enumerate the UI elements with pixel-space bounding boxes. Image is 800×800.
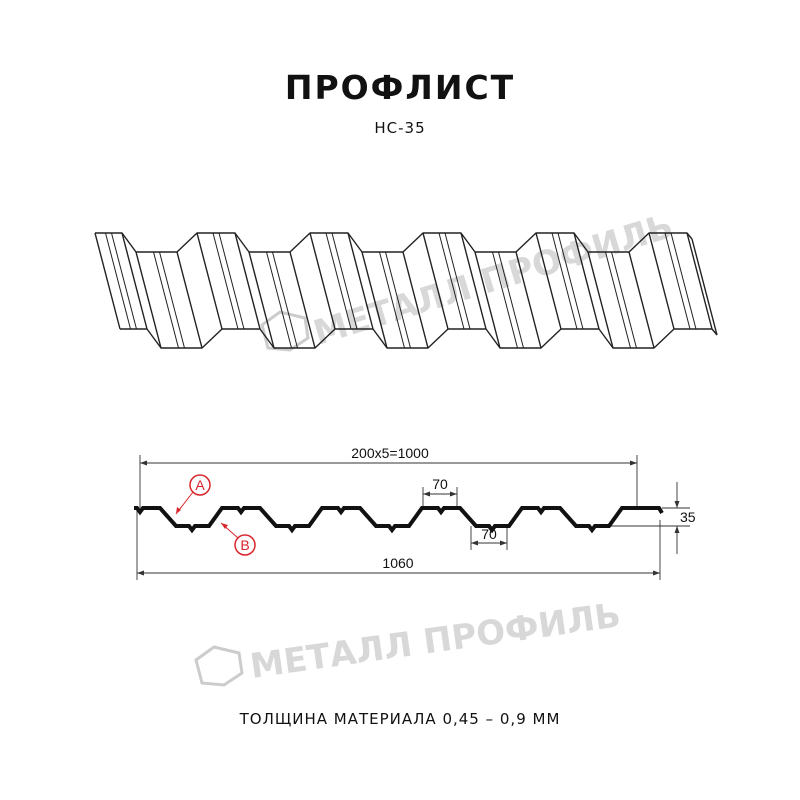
- sheet-stiffener-rib: [111, 232, 137, 330]
- sheet-stiffener-rib: [266, 251, 292, 349]
- sheet-stiffener-rib: [557, 232, 584, 330]
- sheet-fold-line: [347, 232, 374, 330]
- sheet-stiffener-rib: [498, 251, 524, 349]
- sheet-fold-line: [460, 232, 487, 330]
- sheet-stiffener-rib: [605, 251, 631, 349]
- callout-b: B: [220, 522, 256, 556]
- sheet-stiffener-rib: [325, 232, 352, 330]
- pitch-dimension-label: 200x5=1000: [351, 445, 429, 461]
- watermark-text: МЕТАЛЛ ПРОФИЛЬ: [309, 206, 678, 353]
- watermark-logo: МЕТАЛЛ ПРОФИЛЬ: [260, 206, 678, 354]
- arrowheads: [137, 460, 680, 576]
- sheet-fold-line: [361, 251, 388, 349]
- sheet-stiffener-rib: [492, 251, 518, 349]
- sheet-fold-line: [289, 251, 316, 349]
- sheet-fold-line: [248, 251, 275, 349]
- sheet-stiffener-rib: [385, 251, 411, 349]
- material-thickness-note: ТОЛЩИНА МАТЕРИАЛА 0,45 – 0,9 ММ: [239, 710, 561, 728]
- sheet-bottom-edge: [120, 328, 718, 349]
- sheet-fold-line: [176, 251, 203, 349]
- sheet-fold-line: [515, 251, 542, 349]
- sheet-stiffener-rib: [331, 232, 358, 330]
- sheet-fold-line: [686, 232, 713, 330]
- dimension-lines: [136, 455, 690, 580]
- model-subtitle: НС-35: [374, 119, 426, 137]
- sheet-fold-line: [94, 232, 121, 330]
- sheet-stiffener-rib: [438, 232, 465, 330]
- sheet-fold-line: [234, 232, 261, 330]
- sheet-fold-line: [402, 251, 429, 349]
- total-width-dimension-label: 1060: [382, 555, 413, 571]
- sheet-fold-line: [309, 232, 336, 330]
- sheet-stiffener-rib: [551, 232, 578, 330]
- sheet-fold-line: [691, 238, 718, 336]
- watermark-text-2: МЕТАЛЛ ПРОФИЛЬ: [248, 595, 623, 687]
- top-flat-dimension-label: 70: [432, 476, 448, 492]
- sheet-fold-line: [587, 251, 614, 349]
- sheet-stiffener-rib: [105, 232, 131, 330]
- page-title: ПРОФЛИСТ: [284, 68, 516, 107]
- sheet-fold-line: [628, 251, 655, 349]
- profile-cross-section: [134, 506, 664, 534]
- watermark-logo-2: МЕТАЛЛ ПРОФИЛЬ: [194, 595, 623, 687]
- sheet-stiffener-rib: [153, 251, 179, 349]
- sheet-fold-line: [135, 251, 162, 349]
- sheet-stiffener-rib: [611, 251, 637, 349]
- callout-b-label: B: [240, 537, 249, 553]
- sheet-stiffener-rib: [379, 251, 405, 349]
- sheet-stiffener-rib: [159, 251, 185, 349]
- sheet-fold-line: [535, 232, 562, 330]
- sheet-stiffener-rib: [272, 251, 298, 349]
- sheet-fold-line: [648, 232, 675, 330]
- sheet-fold-line: [573, 232, 600, 330]
- sheet-stiffener-rib: [212, 232, 239, 330]
- sheet-stiffener-rib: [670, 232, 697, 330]
- sheet-stiffener-rib: [664, 232, 691, 330]
- sheet-fold-line: [121, 232, 148, 330]
- callout-a: A: [175, 474, 211, 515]
- sheet-3d-view: [94, 232, 718, 349]
- sheet-fold-line: [422, 232, 449, 330]
- sheet-fold-line: [196, 232, 223, 330]
- sheet-fold-line: [474, 251, 501, 349]
- height-dimension-label: 35: [680, 509, 696, 525]
- sheet-stiffener-rib: [218, 232, 245, 330]
- sheet-stiffener-rib: [444, 232, 471, 330]
- callout-a-label: A: [195, 477, 205, 493]
